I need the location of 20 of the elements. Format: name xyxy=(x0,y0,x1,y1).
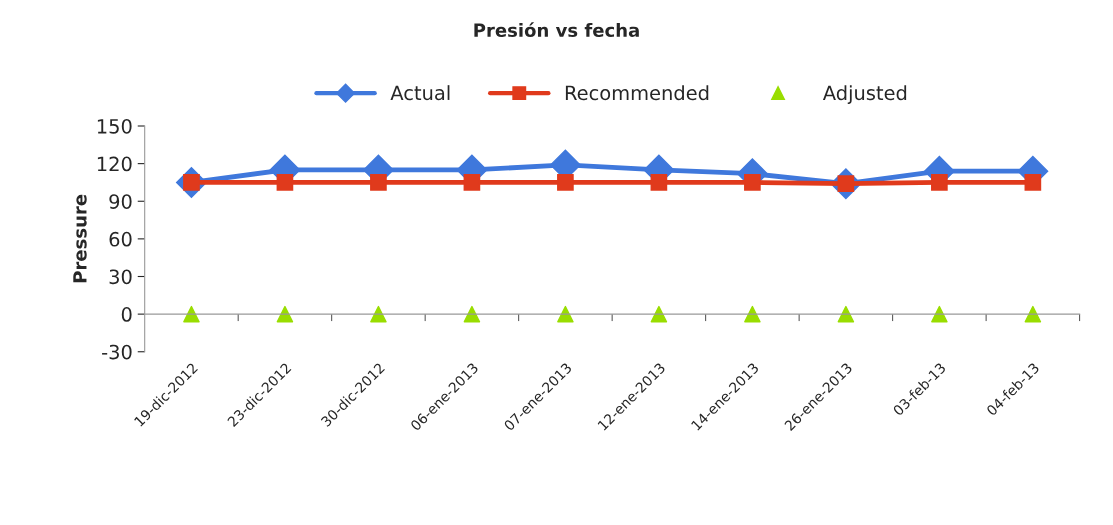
point xyxy=(931,174,948,191)
point xyxy=(557,174,574,191)
point xyxy=(370,174,387,191)
y-tick-label: 120 xyxy=(97,156,132,172)
chart-title: Presión vs fecha xyxy=(474,22,639,38)
y-tick-label: 90 xyxy=(109,194,132,209)
legend-label: Adjusted xyxy=(822,85,907,104)
y-tick-label: 60 xyxy=(109,231,132,247)
legend-label: Recommended xyxy=(565,85,709,101)
point xyxy=(744,174,761,191)
point xyxy=(463,174,481,191)
point xyxy=(1024,174,1042,191)
point xyxy=(650,174,668,191)
point xyxy=(276,174,294,191)
y-axis-title: Pressure xyxy=(73,194,87,283)
y-tick-label: 30 xyxy=(109,269,132,285)
y-tick-label: -30 xyxy=(102,344,132,360)
y-tick-label: 0 xyxy=(121,307,132,322)
y-tick-label: 150 xyxy=(97,118,132,134)
legend-label: Actual xyxy=(390,85,450,101)
